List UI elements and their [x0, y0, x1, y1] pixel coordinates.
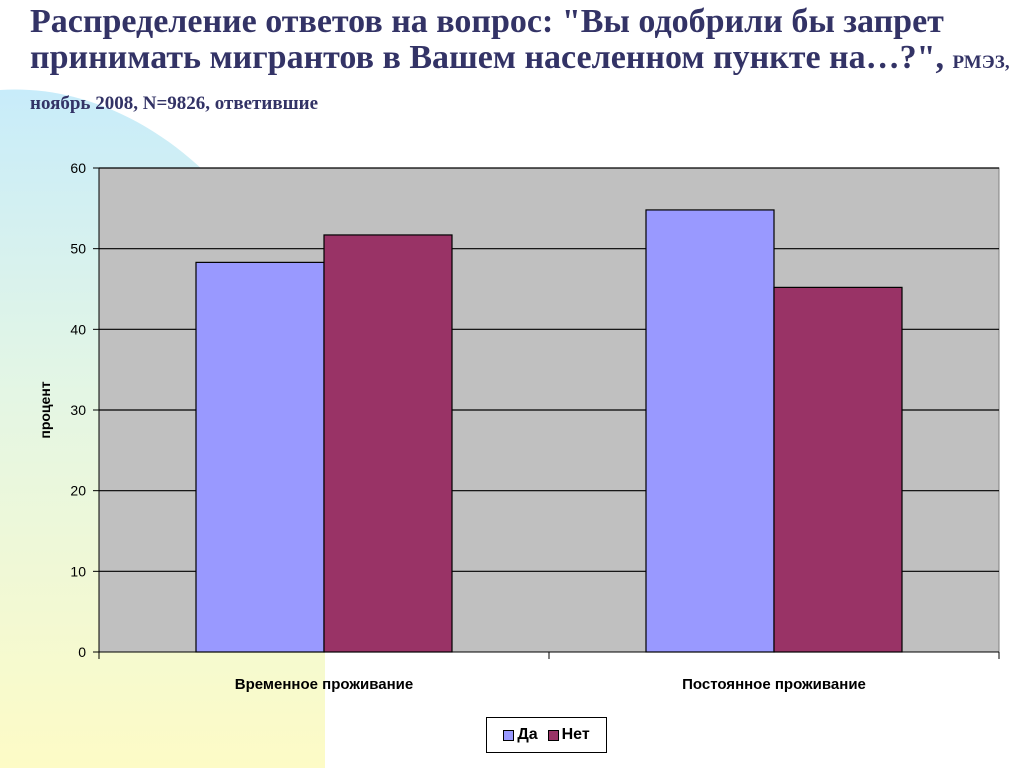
y-tick-label: 0 — [78, 644, 86, 660]
title-main: Распределение ответов на вопрос: "Вы одо… — [30, 3, 945, 76]
title-subtitle: РМЭЗ, ноябрь 2008, N=9826, ответившие — [30, 52, 1010, 114]
legend-swatch-da — [503, 729, 515, 741]
legend-item-net: Нет — [547, 726, 590, 744]
y-tick-label: 20 — [70, 483, 86, 499]
bar-net — [773, 286, 903, 653]
legend-item-da: Да — [503, 726, 538, 744]
slide-title: Распределение ответов на вопрос: "Вы одо… — [30, 4, 1010, 122]
y-tick-label: 30 — [70, 402, 86, 418]
y-tick-label: 50 — [70, 241, 86, 257]
legend-swatch-net — [547, 729, 559, 741]
legend-label-net: Нет — [561, 726, 590, 743]
y-tick-label: 40 — [70, 321, 86, 337]
y-tick-label: 60 — [70, 160, 86, 176]
bar-net — [323, 234, 453, 653]
bar-da — [645, 209, 775, 653]
category-label: Временное проживание — [235, 676, 413, 693]
legend-label-da: Да — [517, 726, 538, 743]
y-axis-title: процент — [37, 381, 53, 438]
chart-legend: Да Нет — [486, 717, 607, 753]
y-tick-label: 10 — [70, 563, 86, 579]
category-label: Постоянное проживание — [682, 676, 866, 693]
bar-da — [195, 261, 325, 653]
